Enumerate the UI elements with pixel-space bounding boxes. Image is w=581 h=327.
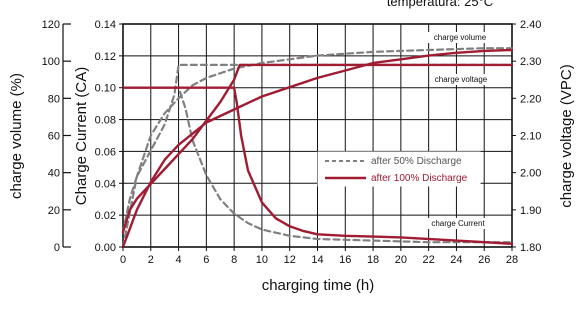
x-tick-label: 2 [148,254,154,266]
x-tick-label: 24 [450,254,462,266]
legend-label-50: after 50% Discharge [371,156,462,167]
volume-axis-title: charge volume (%) [8,73,25,199]
volume-tick-label: 0 [54,242,60,254]
volume-tick-label: 20 [48,205,60,217]
x-tick-label: 18 [367,254,379,266]
x-tick-label: 26 [478,254,490,266]
grid [123,24,512,247]
voltage-tick-label: 2.30 [520,56,541,68]
x-tick-label: 20 [395,254,407,266]
series-line-voltage-100 [121,63,514,234]
volume-series-label: charge volume [434,33,487,42]
voltage-tick-label: 1.90 [520,205,541,217]
voltage-tick-label: 2.20 [520,93,541,105]
current-tick-label: 0.14 [95,19,116,31]
volume-label-bg [428,32,492,43]
current-tick-label: 0.04 [95,178,116,190]
current-tick-label: 0.02 [95,210,116,222]
series-line-voltage-50 [121,63,514,234]
legend-label-100: after 100% Discharge [371,173,468,184]
current-tick-label: 0.12 [95,51,116,63]
voltage-tick-label: 2.00 [520,168,541,180]
current-series-label: charge Current [431,219,485,228]
current-label-bg [425,218,491,229]
time-axis-title: charging time (h) [262,277,375,294]
current-tick-label: 0.06 [95,146,116,158]
time-axis: 0 2 4 6 8 10 12 14 16 18 20 22 24 26 28 [120,247,518,266]
series-line-volume-100 [121,48,514,249]
series-lines [121,47,514,249]
x-tick-label: 16 [339,254,351,266]
volume-tick-label: 60 [48,131,60,143]
voltage-label-bg [430,74,492,85]
voltage-tick-label: 2.10 [520,131,541,143]
voltage-tick-label: 2.40 [520,19,541,31]
volume-tick-label: 40 [48,168,60,180]
x-tick-label: 8 [231,254,237,266]
x-tick-label: 6 [203,254,209,266]
voltage-series-label: charge voltage [435,75,488,84]
volume-tick-label: 120 [42,19,60,31]
legend-box [317,151,481,187]
volume-tick-label: 80 [48,93,60,105]
current-tick-label: 0.00 [95,242,116,254]
volume-axis: 0 20 40 60 80 100 120 [42,19,71,254]
x-tick-label: 0 [120,254,126,266]
series-line-volume-50 [121,47,514,249]
temperature-note: temperatura: 25°C [387,0,493,9]
x-tick-label: 28 [506,254,518,266]
x-tick-label: 4 [176,254,182,266]
current-axis: 0.00 0.02 0.04 0.06 0.08 0.10 0.12 0.14 [95,19,123,254]
x-tick-label: 22 [423,254,435,266]
series-line-current-100 [121,86,514,246]
current-tick-label: 0.08 [95,115,116,127]
voltage-axis: 1.80 1.90 2.00 2.10 2.20 2.30 2.40 [512,19,541,254]
voltage-tick-label: 1.80 [520,242,541,254]
x-tick-label: 14 [311,254,323,266]
x-tick-label: 10 [256,254,268,266]
legend: after 50% Discharge after 100% Discharge [317,151,481,187]
current-tick-label: 0.10 [95,83,116,95]
current-axis-title: Charge Current (CA) [73,67,90,205]
x-tick-label: 12 [284,254,296,266]
voltage-axis-title: charge voltage (VPC) [558,64,575,207]
volume-tick-label: 100 [42,56,60,68]
